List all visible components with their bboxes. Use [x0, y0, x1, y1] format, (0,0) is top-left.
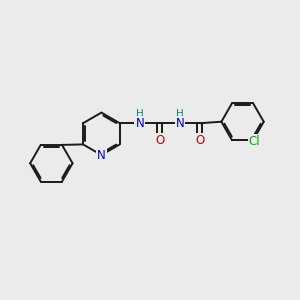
Text: H: H: [176, 110, 184, 119]
Text: N: N: [97, 148, 106, 161]
Text: O: O: [155, 134, 164, 147]
Text: O: O: [195, 134, 205, 147]
Text: N: N: [176, 117, 184, 130]
Text: H: H: [136, 110, 144, 119]
Text: N: N: [135, 117, 144, 130]
Text: Cl: Cl: [249, 135, 260, 148]
